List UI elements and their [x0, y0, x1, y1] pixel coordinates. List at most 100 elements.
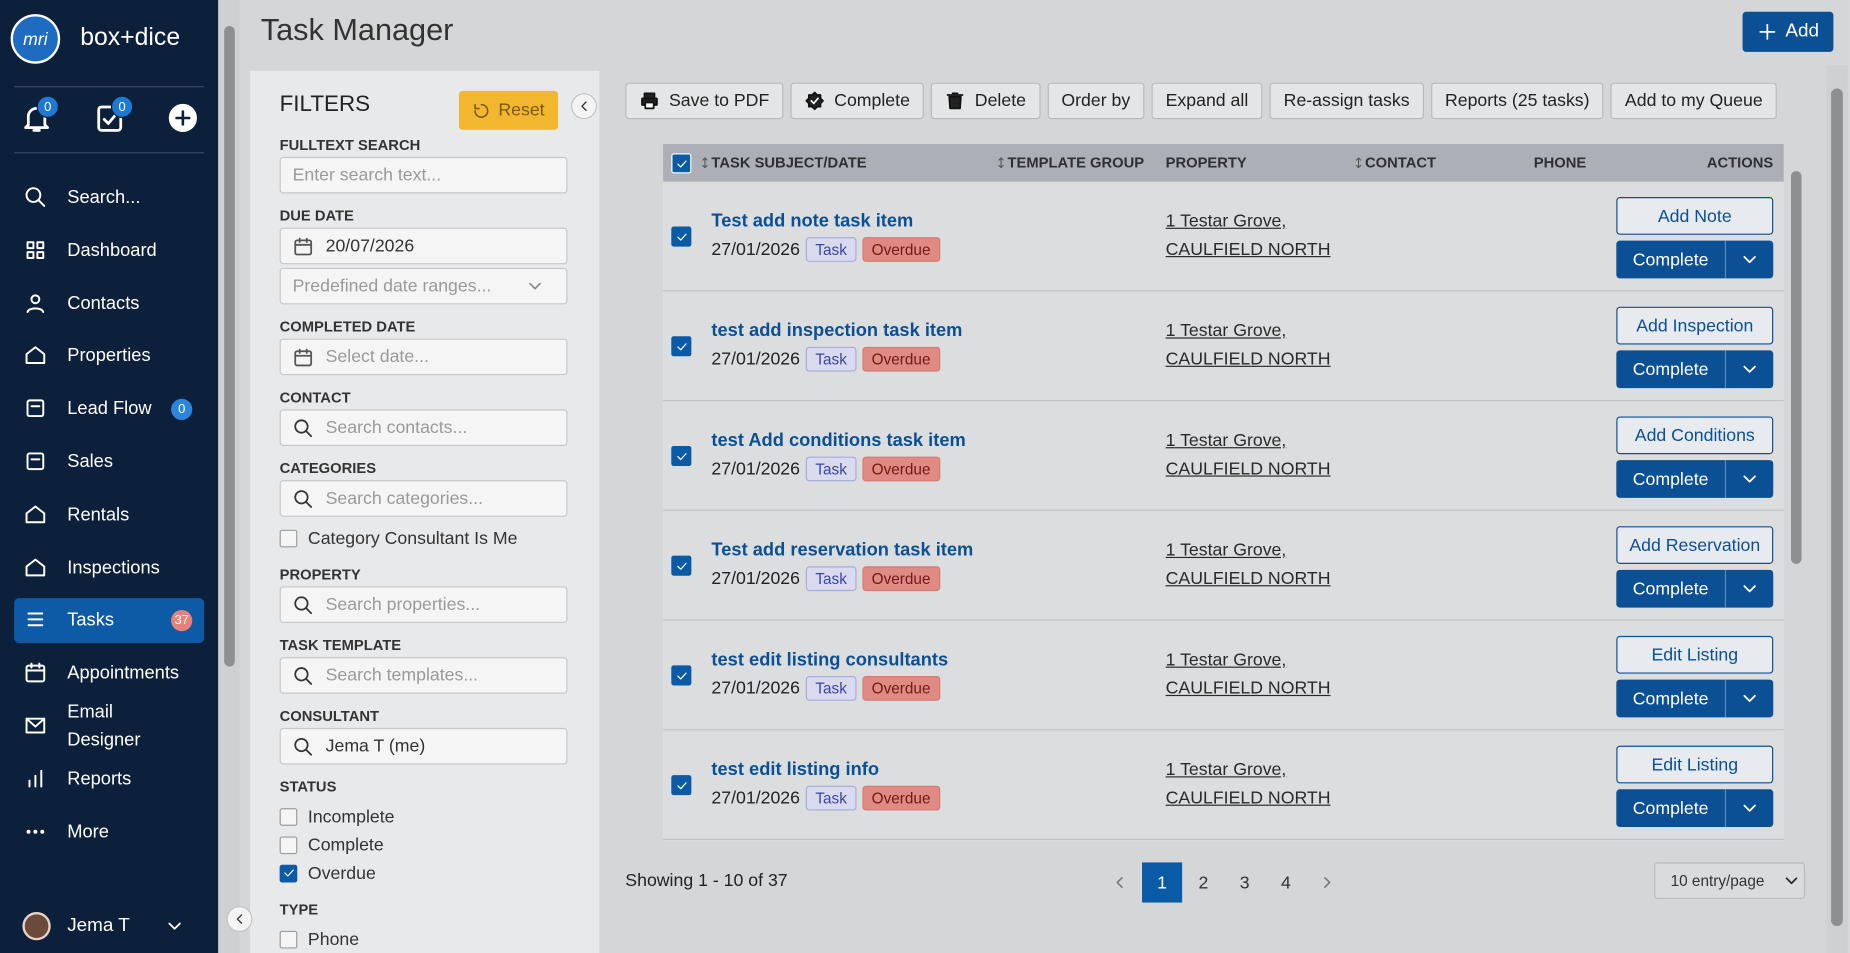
- action-button[interactable]: Add Note: [1616, 197, 1774, 235]
- nav-item[interactable]: More: [14, 810, 204, 855]
- complete-menu[interactable]: [1724, 789, 1773, 828]
- action-button[interactable]: Add Inspection: [1616, 306, 1774, 345]
- action-button[interactable]: Add Conditions: [1616, 416, 1774, 455]
- property-link[interactable]: 1 Testar Grove,: [1165, 759, 1287, 780]
- filter-input[interactable]: Jema T (me): [279, 727, 568, 765]
- property-link[interactable]: CAULFIELD NORTH: [1165, 349, 1331, 370]
- reset-button[interactable]: Reset: [458, 90, 559, 130]
- complete-button[interactable]: Complete: [1616, 569, 1774, 608]
- property-link[interactable]: 1 Testar Grove,: [1165, 320, 1287, 341]
- task-subject[interactable]: test Add conditions task item: [711, 430, 966, 451]
- complete-menu[interactable]: [1724, 569, 1773, 608]
- row-checkbox[interactable]: [671, 445, 692, 467]
- row-checkbox[interactable]: [671, 555, 692, 576]
- nav-item[interactable]: Search...: [14, 176, 204, 221]
- complete-menu[interactable]: [1724, 350, 1773, 389]
- complete-button[interactable]: Complete: [1616, 679, 1774, 718]
- toolbar-button[interactable]: Expand all: [1151, 82, 1263, 120]
- column-header[interactable]: TASK SUBJECT/DATE: [702, 144, 867, 182]
- page-button[interactable]: 2: [1198, 872, 1209, 893]
- filter-input[interactable]: Predefined date ranges...: [279, 267, 568, 305]
- column-header[interactable]: TEMPLATE GROUP: [998, 144, 1144, 182]
- complete-button[interactable]: Complete: [1616, 789, 1774, 828]
- nav-item[interactable]: Reports: [14, 757, 204, 802]
- checkbox-option[interactable]: Incomplete: [279, 802, 568, 830]
- nav-item[interactable]: Lead Flow 0: [14, 387, 204, 432]
- filter-input[interactable]: Select date...: [279, 338, 568, 376]
- property-link[interactable]: CAULFIELD NORTH: [1165, 458, 1331, 479]
- column-header[interactable]: CONTACT: [1355, 144, 1436, 182]
- task-subject[interactable]: Test add note task item: [711, 211, 914, 232]
- action-button[interactable]: Edit Listing: [1616, 745, 1774, 784]
- filter-input[interactable]: Enter search text...: [279, 156, 568, 194]
- nav-item[interactable]: Sales: [14, 440, 204, 485]
- task-subject[interactable]: Test add reservation task item: [711, 540, 974, 561]
- toolbar-button[interactable]: Order by: [1047, 82, 1145, 120]
- complete-button[interactable]: Complete: [1616, 240, 1774, 279]
- property-link[interactable]: CAULFIELD NORTH: [1165, 678, 1331, 699]
- checkbox-option[interactable]: Phone: [279, 925, 568, 953]
- page-button[interactable]: 4: [1281, 872, 1291, 893]
- row-checkbox[interactable]: [671, 775, 692, 796]
- complete-menu[interactable]: [1724, 679, 1773, 718]
- property-link[interactable]: 1 Testar Grove,: [1165, 430, 1287, 451]
- task-subject[interactable]: test edit listing info: [711, 759, 880, 780]
- filter-input[interactable]: Search templates...: [279, 657, 568, 694]
- row-checkbox[interactable]: [671, 226, 692, 247]
- filter-input[interactable]: Search properties...: [279, 586, 568, 623]
- nav-item[interactable]: Dashboard: [14, 229, 204, 274]
- nav-item[interactable]: Email Designer: [14, 702, 204, 750]
- next-page[interactable]: [1307, 862, 1347, 902]
- page-size-select[interactable]: 10 entry/page: [1654, 862, 1806, 900]
- nav-item[interactable]: Contacts: [14, 281, 204, 326]
- task-subject[interactable]: test add inspection task item: [711, 320, 963, 341]
- task-subject[interactable]: test edit listing consultants: [711, 650, 949, 671]
- nav-item[interactable]: Properties: [14, 334, 204, 379]
- checkbox-option[interactable]: Category Consultant Is Me: [279, 524, 568, 552]
- property-link[interactable]: CAULFIELD NORTH: [1165, 239, 1331, 260]
- property-link[interactable]: 1 Testar Grove,: [1165, 540, 1287, 561]
- prev-page[interactable]: [1100, 862, 1140, 902]
- property-link[interactable]: 1 Testar Grove,: [1165, 650, 1287, 671]
- toolbar-button[interactable]: Add to my Queue: [1610, 82, 1777, 120]
- nav-icon: [24, 397, 50, 423]
- row-checkbox[interactable]: [671, 665, 692, 686]
- nav-item[interactable]: Tasks 37: [14, 598, 205, 644]
- collapse-filters[interactable]: [571, 93, 597, 120]
- nav-item[interactable]: Appointments: [14, 651, 204, 696]
- collapse-sidebar[interactable]: [226, 906, 253, 933]
- tasks-button[interactable]: [93, 101, 126, 140]
- checkbox-option[interactable]: Complete: [279, 831, 568, 859]
- toolbar-button[interactable]: Delete: [931, 82, 1041, 120]
- checkbox-option[interactable]: Overdue: [279, 859, 568, 887]
- page-button[interactable]: 1: [1142, 862, 1183, 903]
- icon-part: [25, 558, 46, 576]
- property-link[interactable]: CAULFIELD NORTH: [1165, 568, 1331, 589]
- filter-input[interactable]: 20/07/2026: [279, 227, 568, 265]
- icon-part: [644, 101, 655, 110]
- add-button[interactable]: Add: [1742, 11, 1834, 52]
- create-button[interactable]: [168, 103, 199, 140]
- property-link[interactable]: CAULFIELD NORTH: [1165, 788, 1331, 809]
- nav-item[interactable]: Inspections: [14, 546, 204, 591]
- select-all[interactable]: [671, 153, 692, 174]
- action-button[interactable]: Add Reservation: [1616, 526, 1774, 564]
- toolbar-button[interactable]: Re-assign tasks: [1269, 82, 1424, 120]
- complete-menu[interactable]: [1724, 460, 1773, 498]
- toolbar-button[interactable]: Save to PDF: [625, 82, 784, 120]
- action-button[interactable]: Edit Listing: [1616, 635, 1774, 674]
- property-link[interactable]: 1 Testar Grove,: [1165, 211, 1287, 232]
- icon-part: [304, 677, 313, 685]
- complete-menu[interactable]: [1724, 240, 1773, 279]
- page-button[interactable]: 3: [1239, 872, 1250, 893]
- toolbar-button[interactable]: Complete: [790, 82, 925, 120]
- complete-button[interactable]: Complete: [1616, 460, 1774, 498]
- icon-part: [294, 595, 313, 614]
- complete-button[interactable]: Complete: [1616, 350, 1774, 389]
- toolbar-button[interactable]: Reports (25 tasks): [1430, 82, 1604, 120]
- filter-input[interactable]: Search categories...: [279, 480, 568, 517]
- filter-input[interactable]: Search contacts...: [279, 409, 568, 446]
- nav-item[interactable]: Rentals: [14, 493, 204, 538]
- user-menu[interactable]: [164, 916, 185, 943]
- row-checkbox[interactable]: [671, 336, 692, 357]
